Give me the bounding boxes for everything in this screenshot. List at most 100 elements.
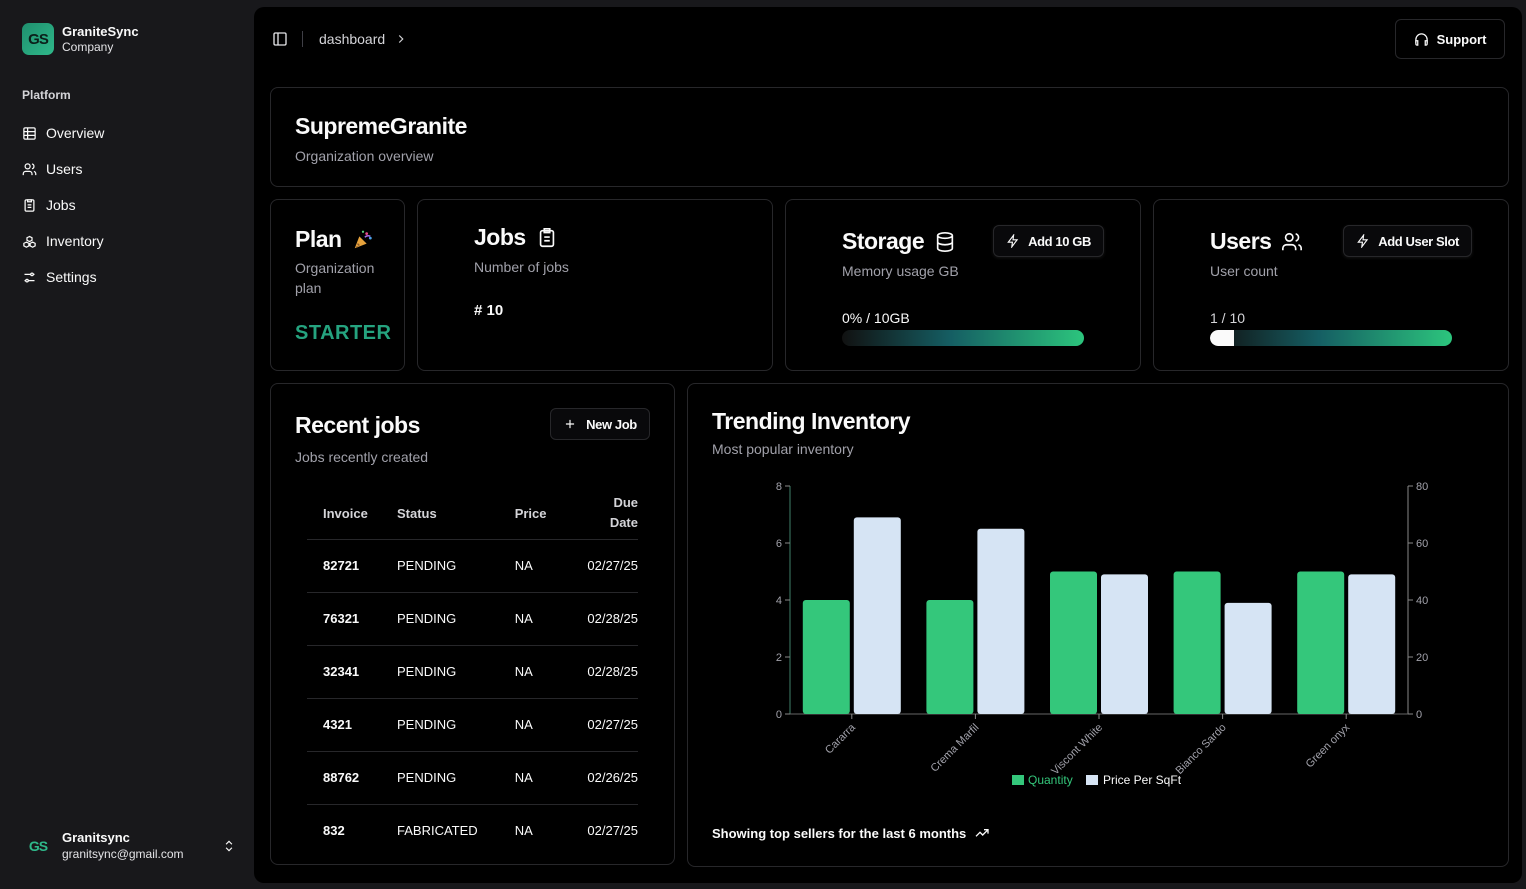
cell-due-date: 02/28/25	[556, 592, 638, 646]
recent-jobs-title: Recent jobs	[295, 412, 420, 438]
left-tick-label: 0	[776, 709, 782, 721]
page-title: SupremeGranite	[295, 113, 467, 139]
users-icon	[22, 162, 37, 175]
jobs-title: Jobs	[474, 224, 569, 251]
add-user-slot-label: Add User Slot	[1378, 233, 1459, 249]
cell-status: PENDING	[381, 698, 499, 752]
x-tick-label: Cararra	[823, 721, 858, 756]
sidebar-nav: Overview Users Jobs Inventory Settings	[22, 115, 242, 295]
legend-swatch-quantity	[1012, 775, 1024, 785]
storage-usage: 0% / 10GB	[842, 310, 910, 326]
table-row[interactable]: 832 FABRICATED NA 02/27/25	[307, 804, 638, 857]
recent-jobs-card: Recent jobs Jobs recently created New Jo…	[270, 383, 675, 865]
table-row[interactable]: 76321 PENDING NA 02/28/25	[307, 592, 638, 646]
sidebar-item-jobs[interactable]: Jobs	[22, 187, 242, 223]
table-row[interactable]: 88762 PENDING NA 02/26/25	[307, 751, 638, 805]
table-header-row: Invoice Status Price Due Date	[307, 488, 638, 540]
add-user-slot-button[interactable]: Add User Slot	[1343, 225, 1472, 257]
new-job-label: New Job	[586, 416, 637, 432]
users-subtitle: User count	[1210, 263, 1278, 279]
recent-jobs-table: Invoice Status Price Due Date 82721 PEND…	[307, 488, 638, 857]
sidebar-item-overview[interactable]: Overview	[22, 115, 242, 151]
sidebar-item-label: Jobs	[46, 197, 76, 213]
jobs-subtitle: Number of jobs	[474, 259, 569, 275]
sidebar-toggle-icon[interactable]	[272, 31, 288, 47]
database-icon	[936, 231, 954, 252]
sidebar-item-settings[interactable]: Settings	[22, 259, 242, 295]
table-row[interactable]: 82721 PENDING NA 02/27/25	[307, 539, 638, 593]
users-progress-fill	[1210, 330, 1235, 346]
main-content: dashboard Support SupremeGranite Organiz…	[254, 7, 1522, 883]
jobs-card: Jobs Number of jobs # 10	[417, 199, 773, 371]
trending-subtitle: Most popular inventory	[712, 441, 854, 457]
cell-due-date: 02/27/25	[587, 823, 638, 839]
chart-footer-text: Showing top sellers for the last 6 month…	[712, 825, 967, 841]
cell-status: PENDING	[381, 539, 499, 593]
cell-price: NA	[498, 698, 557, 752]
organization-card: SupremeGranite Organization overview	[270, 87, 1509, 187]
table-row[interactable]: 4321 PENDING NA 02/27/25	[307, 698, 638, 752]
bar-quantity	[802, 600, 850, 714]
column-header-status: Status	[381, 488, 499, 540]
sidebar-item-users[interactable]: Users	[22, 151, 242, 187]
cell-due-date: 02/28/25	[556, 645, 638, 699]
bar-quantity	[1297, 571, 1345, 714]
sidebar-item-inventory[interactable]: Inventory	[22, 223, 242, 259]
cell-due-date: 02/26/25	[556, 751, 638, 805]
users-title: Users	[1210, 228, 1303, 255]
left-tick-label: 2	[776, 652, 782, 664]
bar-price-per-sqft	[853, 517, 901, 714]
add-storage-button[interactable]: Add 10 GB	[993, 225, 1104, 257]
plan-subtitle: Organization plan	[295, 260, 375, 296]
jobs-title-text: Jobs	[474, 224, 526, 250]
storage-progress-bar	[842, 330, 1084, 346]
cell-invoice: 32341	[307, 645, 381, 699]
column-header-invoice: Invoice	[307, 488, 381, 540]
legend-swatch-price-per-sqft	[1086, 775, 1098, 785]
table-row[interactable]: 32341 PENDING NA 02/28/25	[307, 645, 638, 699]
bar-price-per-sqft	[977, 528, 1025, 714]
divider	[302, 31, 303, 47]
cell-status: FABRICATED	[397, 823, 478, 839]
zap-icon	[1357, 234, 1369, 248]
x-tick-label: Viscont White	[1049, 722, 1105, 778]
left-tick-label: 8	[776, 481, 782, 493]
breadcrumb: dashboard	[319, 31, 408, 47]
trending-up-icon	[975, 829, 989, 837]
clipboard-icon	[24, 198, 35, 212]
user-name: Granitsync	[62, 830, 130, 845]
headphones-icon	[1414, 32, 1428, 46]
boxes-icon	[23, 235, 36, 248]
sliders-icon	[24, 272, 35, 282]
plan-value: STARTER	[295, 322, 392, 344]
storage-subtitle: Memory usage GB	[842, 263, 959, 279]
page-subtitle: Organization overview	[295, 148, 434, 164]
cell-invoice: 4321	[307, 698, 381, 752]
cell-invoice: 82721	[307, 539, 381, 593]
cell-invoice: 76321	[307, 592, 381, 646]
user-menu[interactable]: GS Granitsync granitsync@gmail.com	[22, 830, 236, 862]
sidebar-item-label: Inventory	[46, 233, 104, 249]
new-job-button[interactable]: New Job	[550, 408, 650, 440]
users-progress-bar	[1210, 330, 1452, 346]
support-label: Support	[1436, 31, 1487, 47]
right-tick-label: 20	[1416, 652, 1428, 664]
storage-card: Storage Memory usage GB Add 10 GB 0% / 1…	[785, 199, 1141, 371]
bar-quantity	[1173, 571, 1221, 714]
left-tick-label: 4	[776, 595, 782, 607]
chevrons-up-down-icon[interactable]	[222, 839, 236, 853]
legend-label-price-per-sqft: Price Per SqFt	[1103, 773, 1182, 787]
breadcrumb-item[interactable]: dashboard	[319, 31, 386, 47]
support-button[interactable]: Support	[1395, 19, 1505, 59]
cell-status: PENDING	[381, 592, 499, 646]
right-tick-label: 0	[1416, 709, 1422, 721]
table-icon	[23, 126, 36, 140]
zap-icon	[1007, 234, 1019, 248]
cell-due-date: 02/27/25	[556, 698, 638, 752]
legend-label-quantity: Quantity	[1028, 773, 1073, 787]
plan-card: Plan Organization plan STARTER	[270, 199, 405, 371]
trending-inventory-card: Trending Inventory Most popular inventor…	[687, 383, 1509, 867]
right-tick-label: 40	[1416, 595, 1428, 607]
brand[interactable]: GS GraniteSync Company	[22, 23, 139, 55]
